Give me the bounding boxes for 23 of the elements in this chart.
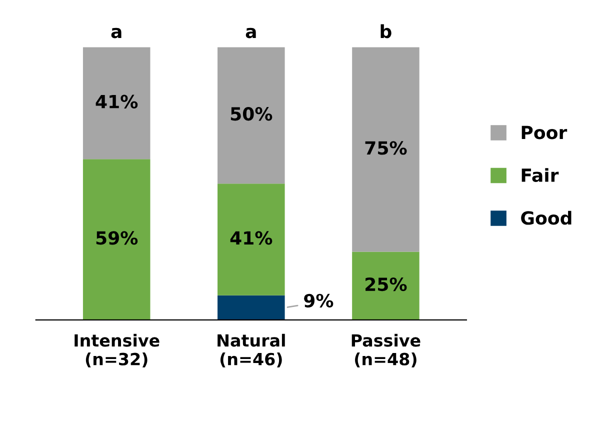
- x-tick-label: Natural (n=46): [218, 334, 285, 368]
- data-label: 75%: [365, 141, 407, 155]
- data-label: 41%: [96, 94, 138, 108]
- data-label: 9%: [304, 294, 334, 308]
- bar: [82, 47, 150, 160]
- legend-label: Poor: [522, 126, 568, 140]
- data-label: 50%: [230, 107, 272, 121]
- annotation: b: [380, 24, 392, 38]
- x-tick-label: Passive (n=48): [352, 334, 420, 368]
- annotation: a: [246, 28, 256, 38]
- bar: [218, 295, 285, 320]
- bar: [352, 252, 420, 320]
- bar: [82, 159, 150, 320]
- bar: [218, 184, 285, 296]
- x-tick-label: Intensive (n=32): [74, 334, 160, 368]
- data-label: 59%: [96, 231, 138, 245]
- legend-label: Fair: [522, 168, 559, 182]
- bar: [352, 47, 420, 252]
- data-label: 25%: [366, 277, 407, 292]
- annotation: a: [111, 28, 122, 38]
- data-label: 41%: [230, 231, 272, 245]
- legend-label: Good: [521, 210, 572, 225]
- bar: [218, 47, 285, 184]
